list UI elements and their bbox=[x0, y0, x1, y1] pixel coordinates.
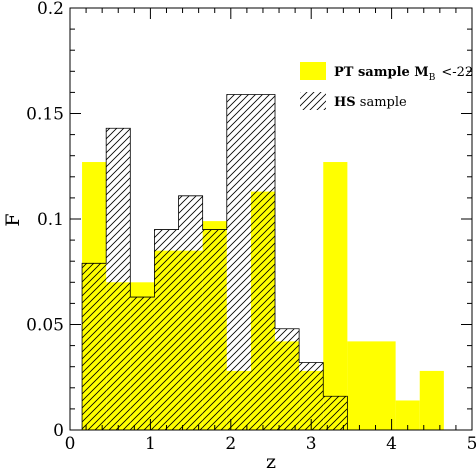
hs-bar-2 bbox=[130, 297, 155, 430]
x-tick-label: 2 bbox=[225, 434, 236, 454]
hs-bar-3 bbox=[154, 229, 179, 430]
hs-bar-8 bbox=[299, 362, 324, 430]
hs-bar-1 bbox=[106, 128, 131, 430]
y-tick-label: 0 bbox=[53, 421, 64, 441]
hs-bar-5 bbox=[202, 229, 227, 430]
hs-bar-6 bbox=[226, 94, 276, 430]
legend-label-pt: PT sample MB <-22 bbox=[334, 65, 473, 83]
y-tick-label: 0.05 bbox=[26, 316, 64, 336]
x-tick-label: 4 bbox=[386, 434, 397, 454]
legend-swatch-pt bbox=[300, 62, 326, 80]
legend: PT sample MB <-22 HS sample bbox=[300, 62, 473, 110]
x-tick-label: 3 bbox=[306, 434, 317, 454]
hs-bar-9 bbox=[323, 396, 348, 430]
pt-bar-11 bbox=[347, 341, 372, 430]
pt-bar-12 bbox=[371, 341, 396, 430]
y-tick-label: 0.15 bbox=[26, 105, 64, 125]
hs-sample-bars bbox=[81, 94, 348, 430]
pt-bar-10 bbox=[323, 162, 348, 430]
hs-bar-0 bbox=[82, 263, 107, 430]
y-tick-label: 0.1 bbox=[37, 210, 64, 230]
axis-ticks: 0 1 2 3 4 5 0 0.05 0.1 0.15 0.2 bbox=[26, 0, 476, 454]
x-tick-label: 0 bbox=[65, 434, 76, 454]
x-axis-label: z bbox=[266, 451, 276, 471]
legend-label-hs: HS sample bbox=[334, 95, 407, 110]
legend-swatch-hs bbox=[300, 92, 326, 110]
y-tick-label: 0.2 bbox=[37, 0, 64, 19]
x-tick-label: 5 bbox=[467, 434, 476, 454]
hs-bar-7 bbox=[275, 328, 300, 430]
pt-bar-14 bbox=[419, 370, 444, 430]
hs-outline bbox=[81, 94, 348, 430]
y-axis-label: F bbox=[2, 213, 24, 226]
x-tick-label: 1 bbox=[145, 434, 156, 454]
hs-bar-4 bbox=[178, 195, 203, 430]
